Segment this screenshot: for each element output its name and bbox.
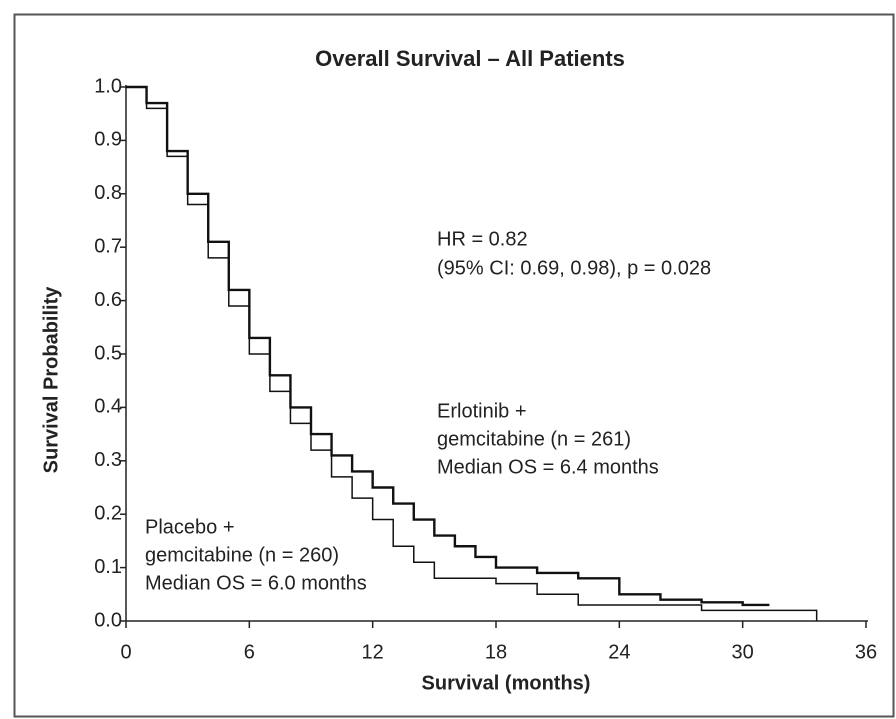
annotation: HR = 0.82 bbox=[437, 228, 528, 250]
x-tick-label: 12 bbox=[362, 641, 384, 663]
frame bbox=[13, 13, 895, 718]
y-tick-label: 0.7 bbox=[94, 235, 122, 257]
y-tick-label: 0.5 bbox=[94, 342, 122, 364]
annotation: gemcitabine (n = 260) bbox=[145, 544, 339, 566]
y-tick-label: 0.8 bbox=[94, 182, 122, 204]
y-tick-label: 0.1 bbox=[94, 556, 122, 578]
y-tick-label: 0.0 bbox=[94, 609, 122, 631]
y-tick-label: 0.2 bbox=[94, 502, 122, 524]
annotation: gemcitabine (n = 261) bbox=[437, 428, 631, 450]
survival-curve bbox=[126, 85, 770, 607]
chart-title: Overall Survival – All Patients bbox=[315, 46, 625, 71]
x-tick-label: 24 bbox=[608, 641, 630, 663]
x-tick-label: 0 bbox=[120, 641, 131, 663]
y-tick-label: 0.9 bbox=[94, 129, 122, 151]
survival-curve bbox=[126, 86, 818, 621]
annotation: Placebo + bbox=[145, 516, 235, 538]
y-tick-label: 0.3 bbox=[94, 449, 122, 471]
annotation: Median OS = 6.0 months bbox=[145, 572, 367, 594]
annotation: Median OS = 6.4 months bbox=[437, 456, 659, 478]
y-axis-title: Survival Probability bbox=[40, 286, 62, 474]
y-tick-label: 0.4 bbox=[94, 396, 122, 418]
y-tick-label: 0.6 bbox=[94, 289, 122, 311]
x-tick-label: 30 bbox=[732, 641, 754, 663]
annotation: (95% CI: 0.69, 0.98), p = 0.028 bbox=[437, 257, 711, 279]
annotation: Erlotinib + bbox=[437, 400, 527, 422]
y-tick-label: 1.0 bbox=[94, 75, 122, 97]
x-tick-label: 18 bbox=[485, 641, 507, 663]
x-tick-label: 6 bbox=[244, 641, 255, 663]
x-axis-title: Survival (months) bbox=[422, 672, 591, 694]
x-tick-label: 36 bbox=[855, 641, 877, 663]
